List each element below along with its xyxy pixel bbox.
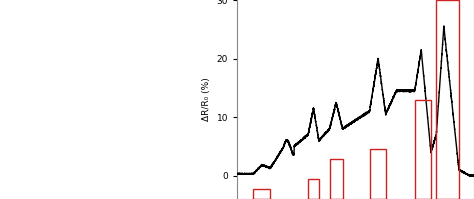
Bar [436,0,459,199]
Bar [253,189,270,199]
Bar [329,159,343,199]
Bar [308,179,319,199]
Y-axis label: ΔR/R₀ (%): ΔR/R₀ (%) [202,78,211,121]
Text: c: c [194,0,202,3]
Bar [370,149,386,199]
Bar [415,100,431,199]
